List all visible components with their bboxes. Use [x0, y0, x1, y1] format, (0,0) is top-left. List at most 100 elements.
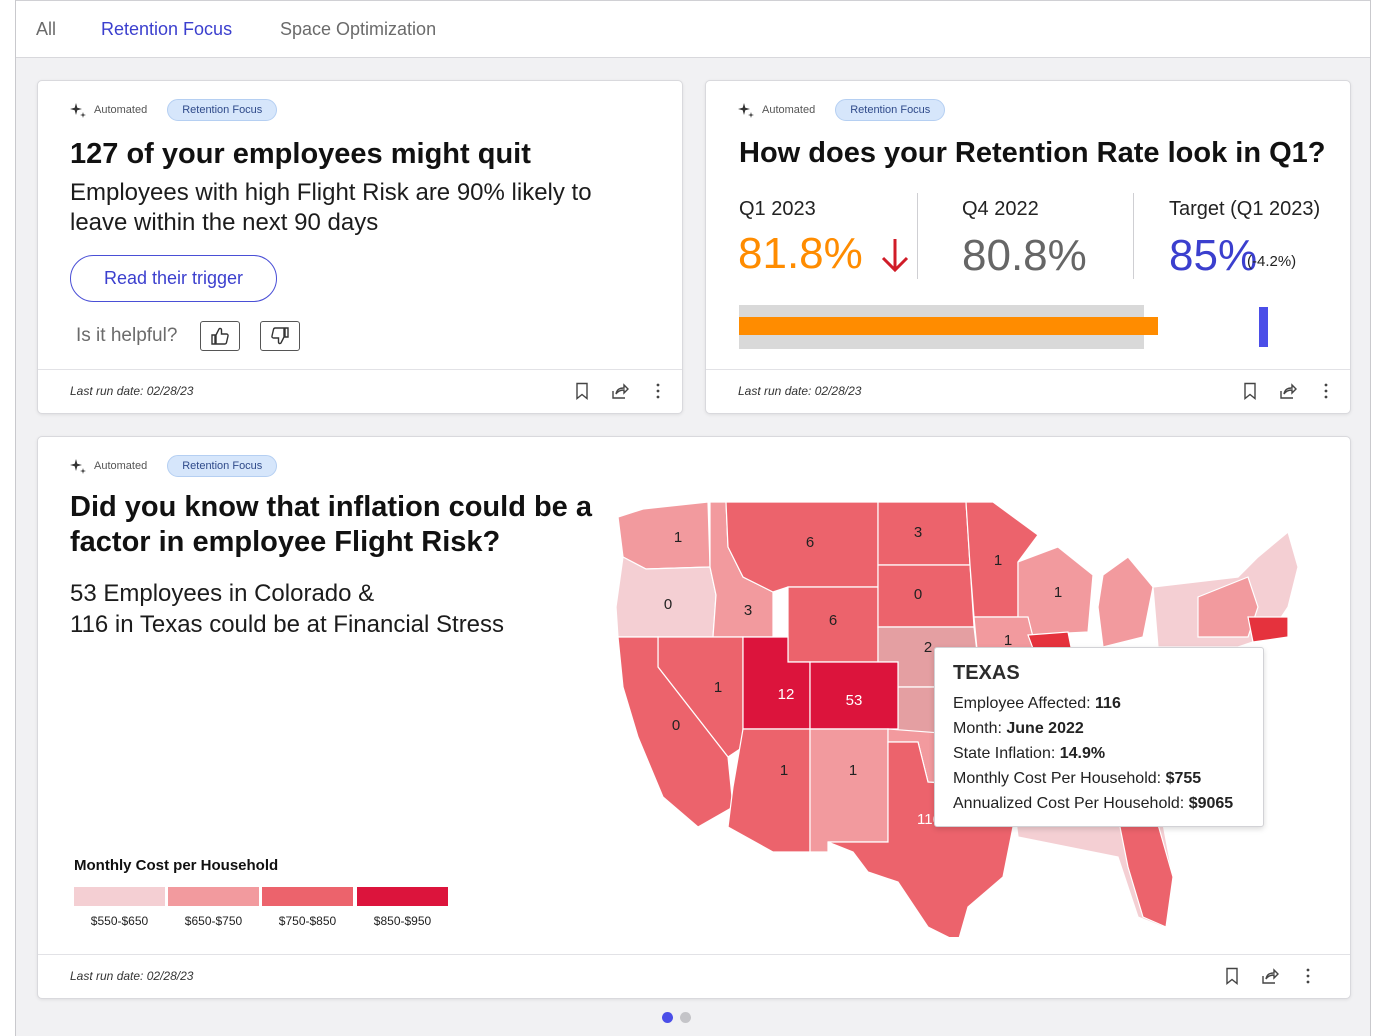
- retention-bar-chart: [739, 305, 1279, 349]
- map-label-new-mexico: 1: [849, 762, 857, 779]
- sparkle-icon: [738, 103, 754, 118]
- map-label-utah: 12: [778, 686, 795, 703]
- tooltip-title: TEXAS: [953, 662, 1020, 684]
- sparkle-icon: [70, 459, 86, 474]
- more-button[interactable]: [1316, 381, 1336, 401]
- tab-bar: All Retention Focus Space Optimization: [16, 0, 1370, 58]
- last-run-date: Last run date: 02/28/23: [70, 969, 194, 983]
- app-frame: All Retention Focus Space Optimization A…: [15, 0, 1371, 1036]
- card-title: 127 of your employees might quit: [70, 138, 531, 170]
- map-label-nebraska: 2: [924, 639, 932, 656]
- automated-label: Automated: [94, 104, 148, 116]
- target-marker: [1259, 307, 1269, 347]
- pagination-dot[interactable]: [680, 1012, 691, 1023]
- more-button[interactable]: [648, 381, 668, 401]
- state-south-dakota: [877, 564, 975, 628]
- state-massachusetts: [1247, 616, 1289, 643]
- bookmark-icon: [1226, 967, 1238, 985]
- card-text-line1: 53 Employees in Colorado &: [70, 580, 375, 607]
- tab-all[interactable]: All: [36, 19, 57, 39]
- legend-label-2: $650-$750: [184, 914, 243, 928]
- tooltip-monthly-cost: Monthly Cost Per Household: $755: [953, 770, 1202, 787]
- read-trigger-button[interactable]: Read their trigger: [70, 255, 277, 302]
- more-button[interactable]: [1298, 966, 1318, 986]
- thumbs-down-button[interactable]: [260, 321, 300, 351]
- pagination-dot-active[interactable]: [662, 1012, 673, 1023]
- share-button[interactable]: [1260, 966, 1280, 986]
- card-title: How does your Retention Rate look in Q1?: [739, 137, 1326, 169]
- legend-label-1: $550-$650: [90, 914, 149, 928]
- card-subtitle-line2: leave within the next 90 days: [70, 209, 379, 236]
- automated-label: Automated: [94, 460, 148, 472]
- thumbs-up-button[interactable]: [200, 321, 240, 351]
- card-text-line2: 116 in Texas could be at Financial Stres…: [70, 611, 505, 638]
- bookmark-icon: [576, 382, 588, 400]
- target-label: Target (Q1 2023): [1169, 198, 1321, 220]
- retention-focus-tag: Retention Focus: [167, 99, 278, 121]
- card-meta: Automated Retention Focus: [70, 99, 278, 121]
- tooltip-inflation: State Inflation: 14.9%: [953, 745, 1106, 762]
- card-meta: Automated Retention Focus: [70, 455, 278, 477]
- legend-swatch-3: [262, 887, 353, 906]
- bookmark-button[interactable]: [1240, 381, 1260, 401]
- legend-label-4: $850-$950: [373, 914, 432, 928]
- bookmark-button[interactable]: [1222, 966, 1242, 986]
- state-michigan: [1097, 556, 1154, 648]
- state-california: [617, 636, 734, 828]
- q1-value: 81.8%: [738, 229, 863, 278]
- tooltip-annual-cost: Annualized Cost Per Household: $9065: [953, 795, 1234, 812]
- last-run-date: Last run date: 02/28/23: [70, 384, 194, 398]
- tab-retention-focus[interactable]: Retention Focus: [101, 19, 233, 39]
- down-arrow-icon: [881, 239, 909, 273]
- map-label-north-dakota: 3: [914, 524, 922, 541]
- card-meta: Automated Retention Focus: [738, 99, 946, 121]
- flight-risk-card: Automated Retention Focus 127 of your em…: [37, 80, 683, 414]
- state-north-dakota: [877, 501, 971, 566]
- retention-rate-card: Automated Retention Focus How does your …: [705, 80, 1351, 414]
- carousel-pagination: [662, 1012, 691, 1023]
- more-vertical-icon: [1324, 383, 1328, 399]
- share-icon: [612, 383, 629, 399]
- card-footer: Last run date: 02/28/23: [38, 954, 1350, 998]
- q4-value: 80.8%: [962, 231, 1087, 280]
- map-label-idaho: 3: [744, 602, 752, 619]
- map-label-colorado: 53: [846, 692, 863, 709]
- inflation-map-card: Automated Retention Focus Did you know t…: [37, 436, 1351, 999]
- q1-bar: [739, 317, 1159, 335]
- sparkle-icon: [70, 103, 86, 118]
- legend-swatch-1: [74, 887, 165, 906]
- retention-focus-tag: Retention Focus: [167, 455, 278, 477]
- share-icon: [1280, 383, 1297, 399]
- legend-title: Monthly Cost per Household: [74, 857, 279, 874]
- q1-label: Q1 2023: [739, 198, 816, 220]
- card-subtitle-line1: Employees with high Flight Risk are 90% …: [70, 179, 592, 206]
- tab-space-optimization[interactable]: Space Optimization: [280, 19, 437, 39]
- automated-label: Automated: [762, 104, 816, 116]
- card-title-line1: Did you know that inflation could be a: [70, 491, 592, 523]
- share-button[interactable]: [1278, 381, 1298, 401]
- map-label-california: 0: [672, 717, 680, 734]
- helpful-label: Is it helpful?: [76, 325, 178, 346]
- map-label-minnesota: 1: [994, 552, 1002, 569]
- map-label-washington: 1: [674, 529, 682, 546]
- card-footer: Last run date: 02/28/23: [706, 369, 1350, 413]
- more-vertical-icon: [656, 383, 660, 399]
- stat-divider: [917, 193, 918, 279]
- stat-divider: [1133, 193, 1134, 279]
- target-value: 85%: [1169, 231, 1258, 280]
- bookmark-button[interactable]: [572, 381, 592, 401]
- state-arizona: [727, 728, 811, 853]
- map-label-nevada: 1: [714, 679, 722, 696]
- map-label-oregon: 0: [664, 596, 672, 613]
- share-button[interactable]: [610, 381, 630, 401]
- state-montana: [725, 501, 879, 593]
- map-label-wisconsin: 1: [1054, 584, 1062, 601]
- texas-tooltip: TEXAS Employee Affected: 116 Month: June…: [934, 647, 1264, 827]
- bookmark-icon: [1244, 382, 1256, 400]
- state-new-mexico: [809, 728, 889, 853]
- target-delta: (-4.2%): [1247, 253, 1297, 270]
- map-label-iowa: 1: [1004, 632, 1012, 649]
- card-footer: Last run date: 02/28/23: [38, 369, 682, 413]
- state-washington: [617, 501, 711, 570]
- legend-swatch-4: [357, 887, 448, 906]
